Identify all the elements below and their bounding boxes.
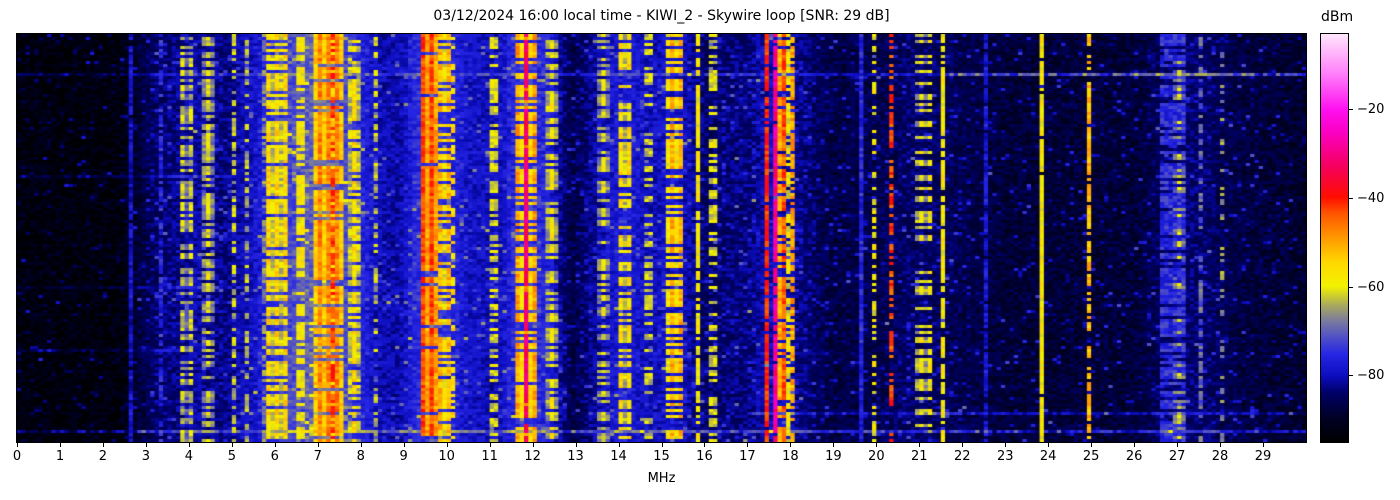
colorbar-tick-label: −20 <box>1357 102 1385 118</box>
colorbar-label: dBm <box>1321 9 1354 25</box>
x-tick-label: 25 <box>1082 449 1100 464</box>
x-tick-label: 3 <box>141 449 151 464</box>
x-tick-mark <box>446 443 448 447</box>
chart-title: 03/12/2024 16:00 local time - KIWI_2 - S… <box>433 8 890 24</box>
x-tick-label: 21 <box>911 449 928 464</box>
x-tick-mark <box>876 443 878 447</box>
x-tick-label: 27 <box>1168 449 1186 464</box>
x-tick-mark <box>790 443 792 447</box>
x-tick-label: 10 <box>438 449 455 464</box>
x-tick-label: 11 <box>481 449 498 464</box>
x-tick-label: 28 <box>1211 449 1229 464</box>
x-tick-mark <box>145 443 147 447</box>
x-tick-mark <box>919 443 921 447</box>
x-tick-label: 9 <box>399 449 408 464</box>
x-tick-mark <box>403 443 405 447</box>
x-tick-mark <box>962 443 964 447</box>
x-tick-mark <box>317 443 319 447</box>
x-tick-mark <box>618 443 620 447</box>
colorbar-tick-label: −60 <box>1357 279 1385 295</box>
x-tick-mark <box>1220 443 1222 447</box>
x-tick-mark <box>1048 443 1050 447</box>
x-tick-label: 0 <box>12 449 22 464</box>
x-tick-mark <box>1263 443 1265 447</box>
x-tick-mark <box>1177 443 1179 447</box>
x-tick-label: 19 <box>825 449 842 464</box>
x-axis-label: MHz <box>647 471 676 486</box>
waterfall-canvas <box>17 34 1306 442</box>
x-tick-label: 4 <box>184 449 193 464</box>
x-tick-label: 16 <box>696 449 713 464</box>
x-tick-label: 18 <box>782 449 799 464</box>
x-tick-mark <box>231 443 233 447</box>
x-tick-mark <box>360 443 362 447</box>
x-tick-label: 26 <box>1125 449 1143 464</box>
x-tick-label: 22 <box>953 449 971 464</box>
x-tick-label: 29 <box>1254 449 1272 464</box>
colorbar-tick-mark <box>1349 109 1353 111</box>
x-tick-mark <box>59 443 61 447</box>
colorbar <box>1320 33 1349 443</box>
x-tick-mark <box>1005 443 1007 447</box>
x-tick-mark <box>575 443 577 447</box>
x-tick-label: 5 <box>227 449 236 464</box>
x-tick-mark <box>102 443 104 447</box>
x-tick-mark <box>747 443 749 447</box>
x-tick-label: 23 <box>996 449 1014 464</box>
colorbar-tick-label: −40 <box>1357 191 1385 207</box>
x-tick-mark <box>1091 443 1093 447</box>
x-tick-label: 24 <box>1039 449 1057 464</box>
x-tick-label: 13 <box>567 449 584 464</box>
x-tick-label: 8 <box>356 449 365 464</box>
x-tick-mark <box>532 443 534 447</box>
colorbar-tick-label: −80 <box>1357 368 1385 384</box>
x-tick-mark <box>188 443 190 447</box>
x-tick-mark <box>661 443 663 447</box>
x-tick-mark <box>1134 443 1136 447</box>
x-tick-mark <box>489 443 491 447</box>
x-tick-label: 12 <box>524 449 541 464</box>
x-tick-mark <box>704 443 706 447</box>
colorbar-tick-mark <box>1349 286 1353 288</box>
x-tick-mark <box>833 443 835 447</box>
x-tick-label: 7 <box>313 449 322 464</box>
x-tick-mark <box>274 443 276 447</box>
x-tick-label: 2 <box>98 449 108 464</box>
x-tick-label: 6 <box>270 449 279 464</box>
x-tick-label: 15 <box>653 449 670 464</box>
waterfall-plot <box>16 33 1307 443</box>
x-tick-mark <box>17 443 18 447</box>
x-tick-label: 1 <box>55 449 65 464</box>
colorbar-tick-mark <box>1349 198 1353 200</box>
x-tick-label: 20 <box>868 449 885 464</box>
colorbar-tick-mark <box>1349 375 1353 377</box>
x-tick-label: 17 <box>739 449 756 464</box>
x-tick-label: 14 <box>610 449 627 464</box>
